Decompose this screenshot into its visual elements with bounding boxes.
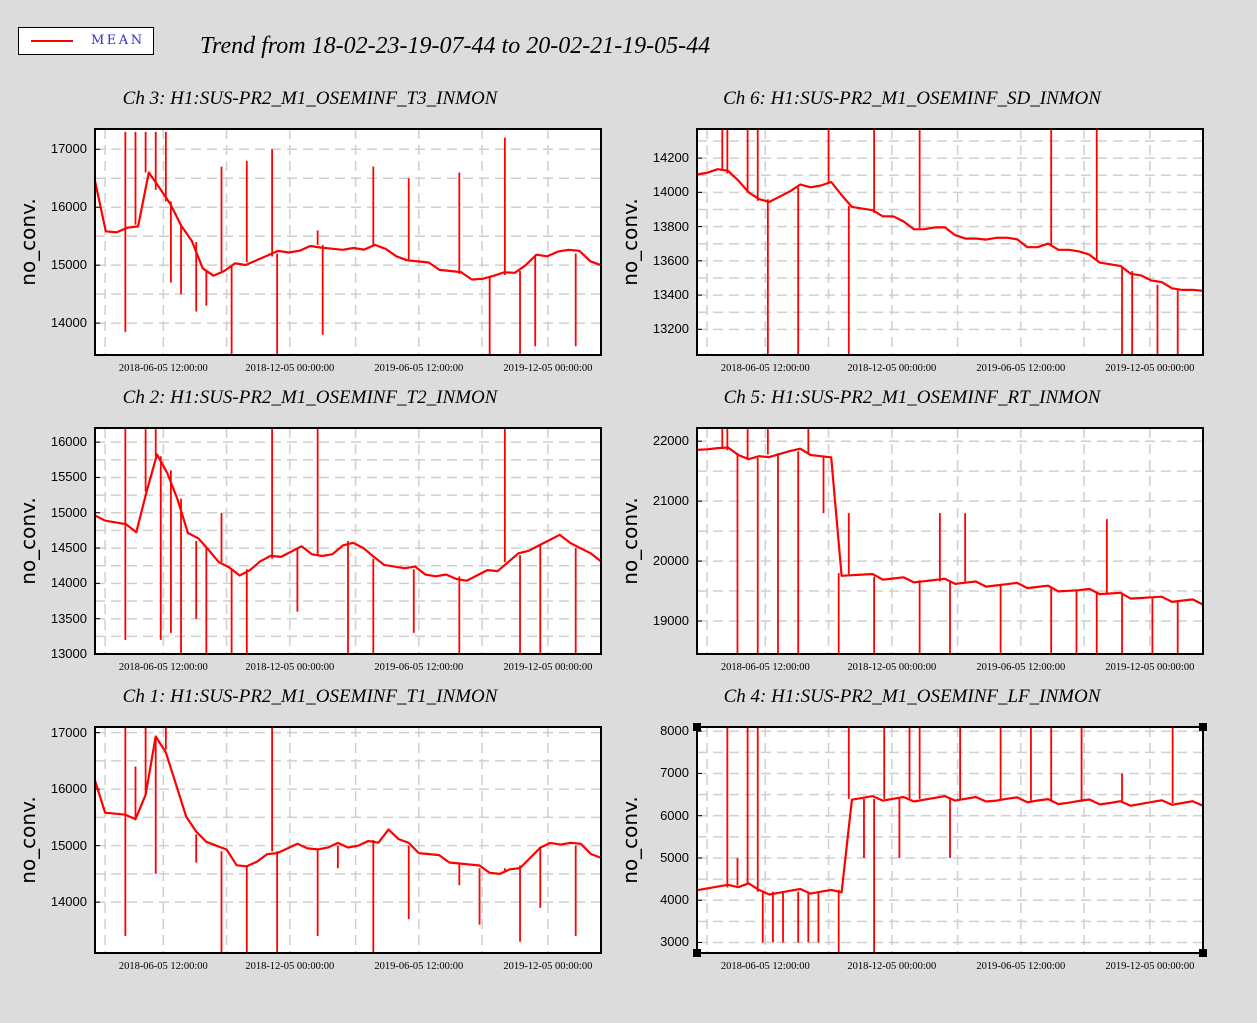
y-tick-label: 15500 [50, 469, 87, 485]
x-tick-label: 2018-06-05 12:00:00 [720, 363, 810, 374]
x-tick-label: 2019-12-05 00:00:00 [503, 363, 593, 374]
series-line-mean [696, 794, 1204, 896]
plot-frame [94, 128, 602, 356]
y-tick-label: 20000 [652, 553, 689, 569]
y-tick-label: 19000 [652, 613, 689, 629]
x-tick-label: 2018-12-05 00:00:00 [847, 961, 937, 972]
x-tick-label: 2019-12-05 00:00:00 [503, 662, 593, 673]
x-tick-label: 2019-06-05 12:00:00 [976, 662, 1066, 673]
legend-swatch [31, 40, 73, 42]
chart-title: Ch 1: H1:SUS-PR2_M1_OSEMINF_T1_INMON [122, 686, 498, 707]
y-tick-label: 14200 [652, 150, 689, 166]
y-tick-label: 4000 [660, 892, 689, 908]
x-tick-label: 2019-12-05 00:00:00 [503, 961, 593, 972]
chart-title: Ch 5: H1:SUS-PR2_M1_OSEMINF_RT_INMON [723, 387, 1101, 408]
plot-frame [94, 427, 602, 655]
y-tick-label: 14000 [50, 575, 87, 591]
selection-handle [1199, 949, 1207, 957]
y-tick-label: 17000 [50, 141, 87, 157]
x-tick-label: 2019-06-05 12:00:00 [374, 961, 464, 972]
y-tick-label: 13800 [652, 218, 689, 234]
x-tick-label: 2019-12-05 00:00:00 [1105, 363, 1195, 374]
chart-panel-ch3: Ch 3: H1:SUS-PR2_M1_OSEMINF_T3_INMON no_c… [0, 88, 620, 388]
selection-handle [693, 949, 701, 957]
y-tick-label: 15000 [50, 837, 87, 853]
plot-area [93, 726, 602, 954]
plot-background [697, 129, 1203, 355]
chart-panel-ch2: Ch 2: H1:SUS-PR2_M1_OSEMINF_T2_INMON no_c… [0, 387, 620, 687]
legend-label: MEAN [91, 33, 145, 48]
y-tick-label: 13200 [652, 321, 689, 337]
selection-handle [693, 723, 701, 731]
plot-area [696, 427, 1204, 655]
y-tick-label: 15000 [50, 504, 87, 520]
series-line-mean [93, 171, 602, 281]
plot-background [95, 129, 601, 355]
series-line-mean [696, 446, 1204, 606]
chart-title: Ch 3: H1:SUS-PR2_M1_OSEMINF_T3_INMON [122, 88, 498, 109]
x-tick-label: 2018-06-05 12:00:00 [720, 662, 810, 673]
y-tick-label: 16000 [50, 199, 87, 215]
plot-area [693, 723, 1207, 957]
x-tick-label: 2019-12-05 00:00:00 [1105, 961, 1195, 972]
x-tick-label: 2019-12-05 00:00:00 [1105, 662, 1195, 673]
chart-panel-ch4: Ch 4: H1:SUS-PR2_M1_OSEMINF_LF_INMON no_c… [602, 686, 1222, 986]
chart-title: Ch 4: H1:SUS-PR2_M1_OSEMINF_LF_INMON [723, 686, 1101, 707]
x-tick-label: 2019-06-05 12:00:00 [374, 662, 464, 673]
x-tick-label: 2019-06-05 12:00:00 [374, 363, 464, 374]
y-tick-label: 13000 [50, 646, 87, 661]
y-tick-label: 22000 [652, 433, 689, 449]
y-tick-label: 13400 [652, 287, 689, 303]
x-tick-label: 2018-06-05 12:00:00 [118, 363, 208, 374]
y-tick-label: 6000 [660, 807, 689, 823]
legend: MEAN [18, 27, 154, 55]
chart-panel-ch1: Ch 1: H1:SUS-PR2_M1_OSEMINF_T1_INMON no_c… [0, 686, 620, 986]
x-tick-label: 2018-12-05 00:00:00 [245, 363, 335, 374]
x-tick-label: 2019-06-05 12:00:00 [976, 961, 1066, 972]
x-tick-label: 2018-12-05 00:00:00 [245, 961, 335, 972]
y-tick-label: 16000 [50, 434, 87, 450]
x-tick-label: 2019-06-05 12:00:00 [976, 363, 1066, 374]
chart-title: Ch 6: H1:SUS-PR2_M1_OSEMINF_SD_INMON [723, 88, 1101, 109]
chart-title: Ch 2: H1:SUS-PR2_M1_OSEMINF_T2_INMON [122, 387, 498, 408]
y-tick-label: 13600 [652, 252, 689, 268]
y-tick-label: 14000 [652, 184, 689, 200]
series-line-mean [93, 735, 602, 875]
y-tick-label: 16000 [50, 781, 87, 797]
x-tick-label: 2018-06-05 12:00:00 [720, 961, 810, 972]
plot-area [93, 128, 602, 356]
plot-frame [94, 726, 602, 954]
series-line-mean [94, 453, 602, 582]
x-tick-label: 2018-12-05 00:00:00 [847, 363, 937, 374]
plot-area [94, 427, 602, 655]
plot-frame [696, 427, 1204, 655]
y-tick-label: 15000 [50, 257, 87, 273]
page-title: Trend from 18-02-23-19-07-44 to 20-02-21… [200, 33, 711, 59]
plot-background [95, 727, 601, 953]
x-tick-label: 2018-12-05 00:00:00 [847, 662, 937, 673]
selection-handle [1199, 723, 1207, 731]
y-tick-label: 8000 [660, 723, 689, 739]
y-tick-label: 14500 [50, 540, 87, 556]
y-tick-label: 21000 [652, 493, 689, 509]
chart-panel-ch6: Ch 6: H1:SUS-PR2_M1_OSEMINF_SD_INMON no_c… [602, 88, 1222, 388]
y-tick-label: 13500 [50, 610, 87, 626]
chart-panel-ch5: Ch 5: H1:SUS-PR2_M1_OSEMINF_RT_INMON no_c… [602, 387, 1222, 687]
series-line-mean [696, 168, 1204, 292]
y-tick-label: 3000 [660, 934, 689, 950]
plot-area [696, 128, 1204, 356]
plot-frame [696, 726, 1204, 954]
y-tick-label: 7000 [660, 765, 689, 781]
x-tick-label: 2018-12-05 00:00:00 [245, 662, 335, 673]
y-tick-label: 14000 [50, 894, 87, 910]
y-tick-label: 5000 [660, 849, 689, 865]
y-tick-label: 17000 [50, 724, 87, 740]
y-tick-label: 14000 [50, 315, 87, 331]
plot-frame [696, 128, 1204, 356]
x-tick-label: 2018-06-05 12:00:00 [118, 662, 208, 673]
x-tick-label: 2018-06-05 12:00:00 [118, 961, 208, 972]
